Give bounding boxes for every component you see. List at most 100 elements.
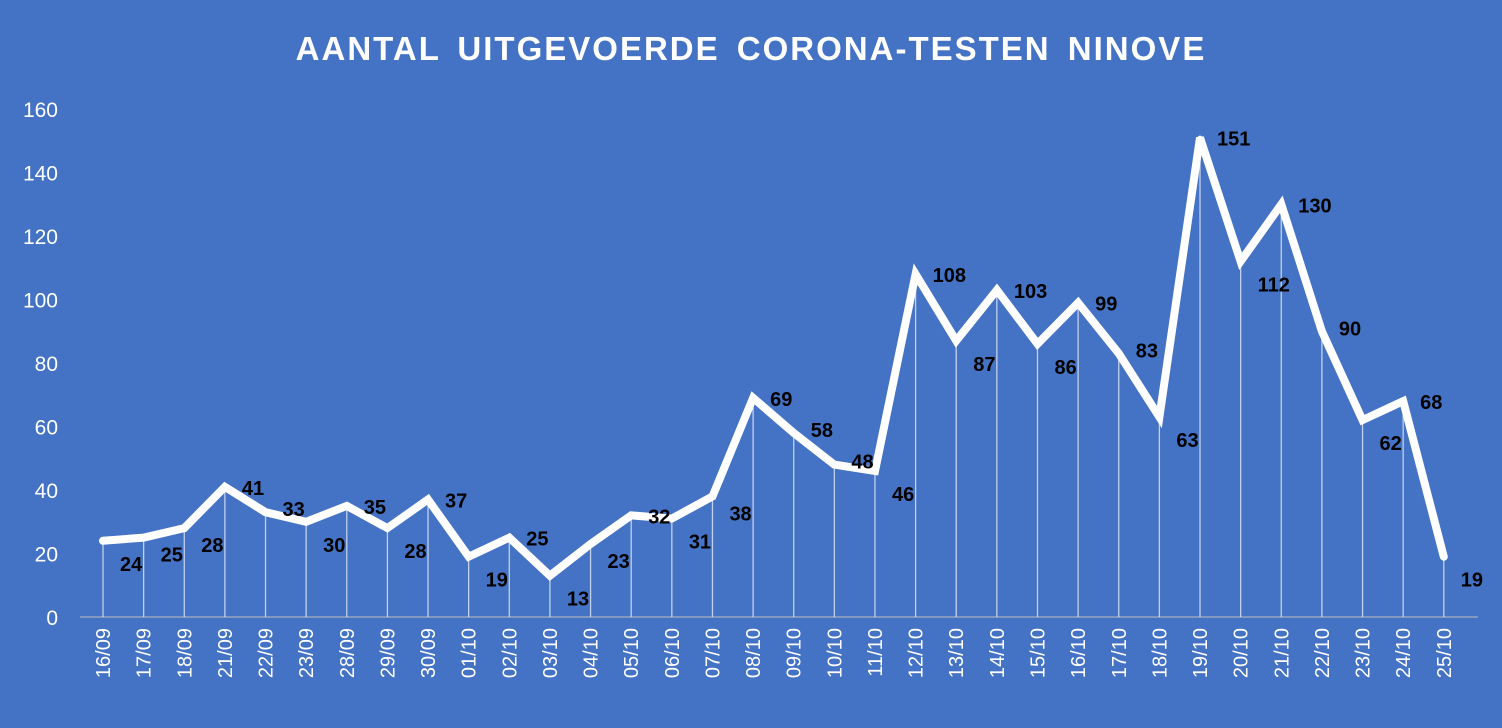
x-tick-label: 18/09 xyxy=(174,628,196,678)
x-tick-label: 17/10 xyxy=(1109,628,1131,678)
data-label: 108 xyxy=(933,265,966,287)
y-tick-label: 20 xyxy=(35,544,58,567)
x-tick-label: 09/10 xyxy=(784,628,806,678)
data-label: 58 xyxy=(811,420,833,442)
data-label: 37 xyxy=(445,491,467,513)
x-tick-label: 16/10 xyxy=(1068,628,1090,678)
data-label: 48 xyxy=(851,452,873,474)
data-point xyxy=(1441,554,1446,559)
data-label: 62 xyxy=(1380,433,1402,455)
data-label: 38 xyxy=(729,503,751,525)
data-point xyxy=(1035,341,1040,346)
data-label: 90 xyxy=(1339,318,1361,340)
data-point xyxy=(751,395,756,400)
data-label: 24 xyxy=(120,554,143,576)
data-point xyxy=(1319,329,1324,334)
data-point xyxy=(669,516,674,521)
x-tick-label: 29/09 xyxy=(377,628,399,678)
y-tick-label: 60 xyxy=(35,417,58,440)
x-tick-label: 18/10 xyxy=(1149,628,1171,678)
data-label: 68 xyxy=(1420,392,1442,414)
y-tick-label: 160 xyxy=(23,99,58,122)
x-tick-label: 20/10 xyxy=(1231,628,1253,678)
y-tick-label: 100 xyxy=(23,290,58,313)
data-point xyxy=(1076,300,1081,305)
data-point xyxy=(1360,418,1365,423)
data-label: 25 xyxy=(161,545,183,567)
x-tick-label: 05/10 xyxy=(621,628,643,678)
x-tick-label: 11/10 xyxy=(865,628,887,677)
x-tick-label: 22/09 xyxy=(256,628,278,678)
data-point xyxy=(385,526,390,531)
data-point xyxy=(426,497,431,502)
data-point xyxy=(588,541,593,546)
data-point xyxy=(913,272,918,277)
data-point xyxy=(791,430,796,435)
data-label: 112 xyxy=(1258,274,1290,296)
data-point xyxy=(1279,202,1284,207)
data-point xyxy=(507,535,512,540)
series-line xyxy=(99,136,1448,581)
data-label: 103 xyxy=(1014,281,1047,303)
data-point xyxy=(344,503,349,508)
data-label: 28 xyxy=(201,535,223,557)
data-label: 35 xyxy=(364,497,386,519)
data-label: 83 xyxy=(1136,340,1158,362)
data-point xyxy=(304,519,309,524)
data-label: 41 xyxy=(242,478,264,500)
x-tick-label: 23/09 xyxy=(296,628,318,678)
data-label: 28 xyxy=(404,541,426,563)
data-label: 99 xyxy=(1095,294,1117,316)
data-point xyxy=(1401,399,1406,404)
x-tick-label: 08/10 xyxy=(743,628,765,678)
data-label: 151 xyxy=(1217,129,1250,151)
data-point xyxy=(1157,414,1162,419)
data-label: 13 xyxy=(567,589,589,611)
data-point xyxy=(710,494,715,499)
data-point xyxy=(222,484,227,489)
data-label: 19 xyxy=(1461,570,1483,592)
data-point xyxy=(101,538,105,543)
data-label: 31 xyxy=(689,532,711,554)
data-label: 63 xyxy=(1176,430,1198,452)
data-label: 33 xyxy=(283,499,305,521)
data-label: 32 xyxy=(648,506,670,528)
x-tick-label: 21/09 xyxy=(215,628,237,678)
data-label: 25 xyxy=(526,529,548,551)
x-tick-label: 23/10 xyxy=(1353,628,1375,678)
data-point xyxy=(954,338,959,343)
data-point xyxy=(1116,351,1121,356)
data-point xyxy=(1198,135,1203,140)
chart-title: AANTAL UITGEVOERDE CORONA-TESTEN NINOVE xyxy=(295,30,1207,67)
data-point xyxy=(872,468,877,473)
data-point xyxy=(466,554,471,559)
x-tick-label: 13/10 xyxy=(946,628,968,678)
x-tick-label: 01/10 xyxy=(459,628,481,678)
x-tick-label: 25/10 xyxy=(1434,628,1456,678)
y-tick-label: 40 xyxy=(35,480,58,503)
data-point xyxy=(629,513,634,518)
data-label: 30 xyxy=(323,535,345,557)
data-label: 46 xyxy=(892,484,914,506)
data-point xyxy=(547,573,552,578)
y-tick-label: 80 xyxy=(35,353,58,376)
y-tick-label: 120 xyxy=(23,226,58,249)
data-point xyxy=(994,287,999,292)
x-tick-label: 03/10 xyxy=(540,628,562,678)
x-tick-label: 19/10 xyxy=(1190,628,1212,678)
x-tick-label: 28/09 xyxy=(337,628,359,678)
data-point xyxy=(1238,259,1243,264)
y-tick-label: 0 xyxy=(46,607,58,630)
x-tick-label: 30/09 xyxy=(418,628,440,678)
data-point xyxy=(263,510,268,515)
x-tick-label: 15/10 xyxy=(1027,628,1049,678)
data-label: 86 xyxy=(1054,357,1076,379)
data-point xyxy=(141,535,146,540)
x-tick-label: 14/10 xyxy=(987,628,1009,678)
data-label: 69 xyxy=(770,389,792,411)
data-label: 23 xyxy=(608,551,630,573)
data-label: 130 xyxy=(1298,195,1331,217)
x-tick-label: 07/10 xyxy=(702,628,724,678)
y-tick-label: 140 xyxy=(23,163,58,186)
